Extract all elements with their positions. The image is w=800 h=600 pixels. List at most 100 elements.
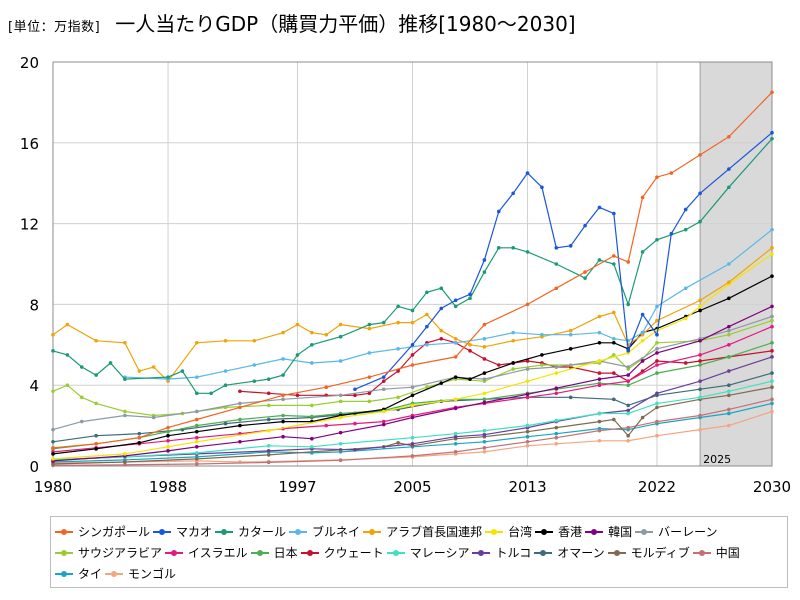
data-point-イスラエル [195, 435, 199, 440]
data-point-台湾 [266, 428, 271, 433]
legend-item: シンガポール [55, 521, 150, 542]
data-point-シンガポール [482, 322, 487, 327]
data-point-韓国 [554, 386, 559, 391]
data-point-サウジアラビア [425, 385, 429, 390]
data-point-マレーシア [597, 411, 602, 416]
data-point-クウェート [496, 363, 501, 367]
data-point-オマーン [137, 431, 142, 436]
data-point-クウェート [410, 353, 415, 357]
chart-main-title: 一人当たりGDP（購買力平価）推移[1980～2030] [115, 12, 576, 36]
data-point-サウジアラビア [727, 332, 731, 337]
data-point-マレーシア [195, 451, 199, 455]
legend-label: クウェート [323, 546, 384, 560]
data-point-サウジアラビア [367, 399, 372, 404]
data-point-アラブ首長国連邦 [137, 369, 142, 373]
data-point-韓国 [338, 430, 343, 435]
data-point-トルコ [727, 369, 731, 373]
data-point-香港 [453, 375, 458, 379]
data-point-カタール [396, 304, 400, 309]
y-tick-label: 20 [20, 54, 39, 72]
data-point-バーレーン [195, 409, 199, 414]
data-point-中国 [525, 439, 530, 444]
data-point-香港 [51, 452, 55, 456]
y-tick-label: 16 [20, 135, 39, 153]
data-point-アラブ首長国連邦 [338, 322, 343, 327]
x-tick-label: 1997 [278, 478, 316, 496]
data-point-カタール [252, 379, 257, 383]
data-point-アラブ首長国連邦 [410, 320, 415, 325]
data-point-トルコ [482, 432, 487, 437]
y-tick-label: 0 [29, 458, 39, 476]
legend-item: クウェート [300, 542, 384, 563]
data-point-マカオ [727, 167, 731, 171]
data-point-アラブ首長国連邦 [770, 246, 774, 250]
data-point-アラブ首長国連邦 [367, 326, 372, 331]
data-point-中国 [123, 462, 127, 467]
data-point-韓国 [453, 406, 458, 411]
legend-item: モンゴル [105, 563, 176, 584]
data-point-カタール [223, 383, 228, 388]
data-point-モンゴル [597, 438, 602, 443]
data-point-香港 [698, 308, 702, 313]
data-point-日本 [195, 423, 199, 428]
chart-title: [単位：万指数] 一人当たりGDP（購買力平価）推移[1980～2030] [8, 8, 576, 42]
legend-label: マレーシア [409, 546, 470, 560]
data-point-カタール [180, 369, 185, 373]
legend-swatch [105, 570, 124, 577]
data-point-カタール [583, 276, 587, 280]
data-point-サウジアラビア [612, 353, 616, 357]
data-point-タイ [770, 401, 774, 406]
data-point-日本 [238, 417, 242, 422]
data-point-イスラエル [770, 324, 774, 329]
data-point-アラブ首長国連邦 [310, 330, 314, 335]
data-point-バーレーン [410, 385, 415, 390]
data-point-サウジアラビア [540, 363, 544, 367]
data-point-カタール [640, 250, 645, 254]
data-point-香港 [468, 377, 472, 381]
legend-item: 日本 [250, 542, 298, 563]
data-point-シンガポール [281, 393, 285, 398]
data-point-台湾 [338, 415, 343, 420]
data-point-マカオ [583, 223, 587, 228]
data-point-サウジアラビア [51, 389, 55, 394]
data-point-アラブ首長国連邦 [511, 338, 515, 343]
data-point-クウェート [238, 389, 242, 394]
data-point-モンゴル [626, 438, 630, 443]
data-point-イスラエル [655, 363, 659, 367]
data-point-マカオ [770, 130, 774, 135]
data-point-マカオ [612, 211, 616, 216]
data-point-カタール [367, 322, 372, 327]
data-point-韓国 [640, 359, 645, 363]
data-point-カタール [338, 334, 343, 339]
plot-frame [52, 61, 773, 467]
data-point-韓国 [525, 392, 530, 397]
data-point-香港 [137, 440, 142, 445]
data-point-マレーシア [626, 411, 630, 416]
data-point-韓国 [626, 373, 630, 377]
data-point-ブルネイ [597, 330, 602, 335]
data-point-カタール [496, 246, 501, 250]
series-line-台湾 [52, 253, 773, 460]
data-point-シンガポール [655, 175, 659, 179]
data-point-カタール [295, 353, 300, 357]
data-point-ブルネイ [396, 347, 400, 351]
data-point-サウジアラビア [338, 399, 343, 404]
data-point-アラブ首長国連邦 [698, 298, 702, 303]
legend-label: シンガポール [78, 525, 151, 539]
legend-swatch [607, 549, 626, 556]
data-point-中国 [655, 419, 659, 424]
data-point-マレーシア [554, 418, 559, 423]
data-point-モルディブ [597, 419, 602, 424]
data-point-マカオ [439, 306, 444, 311]
legend-label: サウジアラビア [78, 546, 163, 560]
data-point-カタール [166, 375, 170, 379]
legend-label: マカオ [176, 525, 213, 539]
data-point-シンガポール [554, 286, 559, 291]
data-point-シンガポール [698, 153, 702, 157]
data-point-トルコ [266, 449, 271, 453]
data-point-香港 [238, 423, 242, 428]
data-point-バーレーン [727, 328, 731, 333]
legend-label: 香港 [558, 525, 583, 539]
data-point-モルディブ [51, 462, 55, 466]
data-point-中国 [195, 462, 199, 466]
